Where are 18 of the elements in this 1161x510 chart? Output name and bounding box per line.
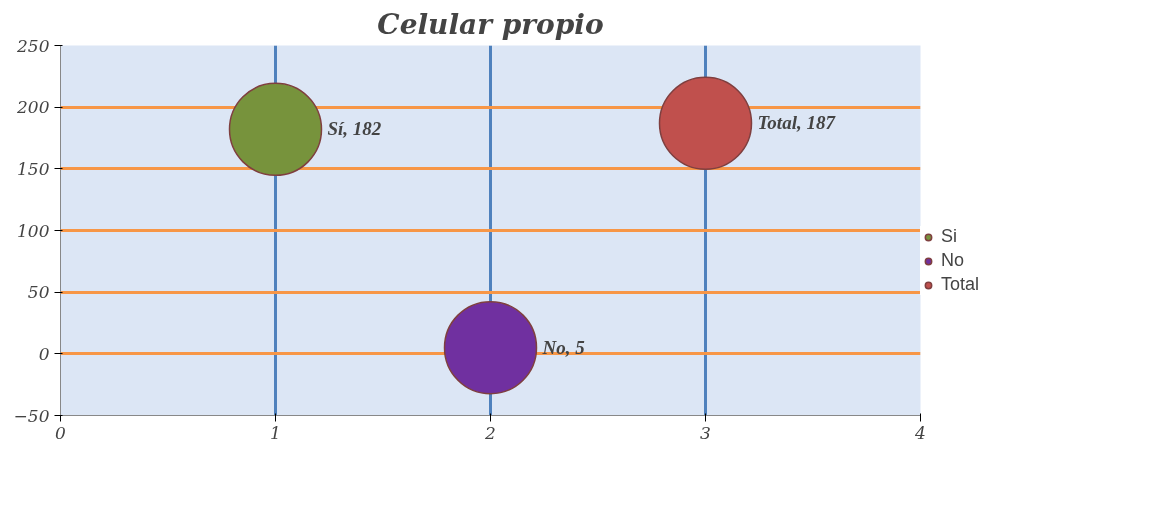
legend-label: No: [941, 250, 965, 271]
chart-title: Celular propio: [377, 7, 604, 41]
y-tick-label: 250: [16, 35, 50, 56]
y-tick-label: 150: [17, 158, 50, 179]
legend-label: Total: [941, 274, 980, 295]
y-tick-label: 100: [17, 220, 50, 241]
x-tick-label: 1: [270, 422, 281, 443]
x-tick-label: 0: [55, 422, 67, 443]
data-label: Total, 187: [757, 112, 837, 134]
y-tick-label: 200: [16, 97, 50, 118]
x-tick-label: 4: [914, 422, 926, 443]
y-tick-label: −50: [13, 405, 50, 426]
y-tick-label: 0: [38, 343, 50, 364]
y-tick-label: 50: [27, 282, 50, 303]
x-tick-label: 3: [700, 422, 711, 443]
legend-label: Si: [941, 226, 958, 247]
x-tick-label: 2: [484, 422, 496, 443]
data-label: Sí, 182: [327, 118, 382, 140]
